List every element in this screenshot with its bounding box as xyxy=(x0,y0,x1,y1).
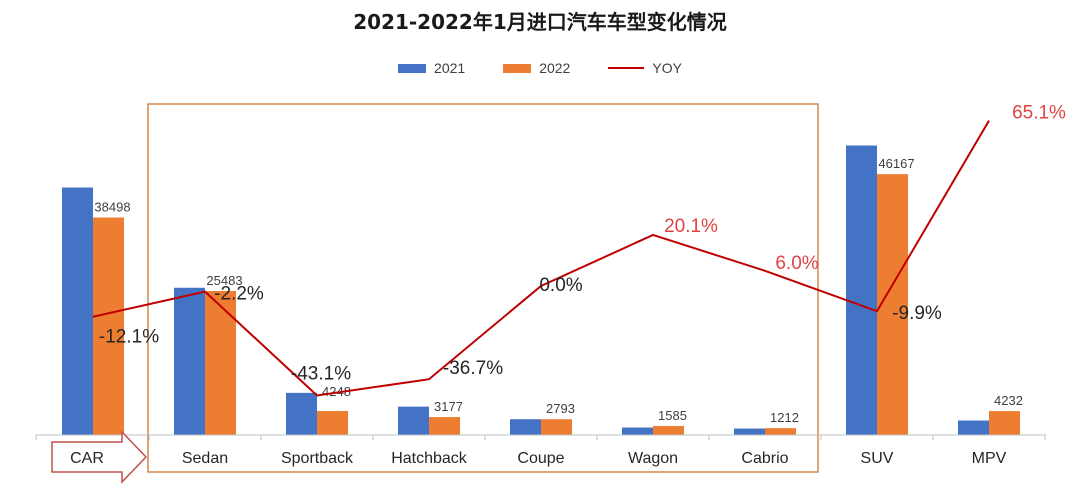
bar-2022-hatchback xyxy=(429,417,460,435)
bar-2021-coupe xyxy=(510,419,541,435)
category-label-sportback: Sportback xyxy=(281,450,354,467)
yoy-label-hatchback: -36.7% xyxy=(443,358,503,379)
category-label-suv: SUV xyxy=(861,450,894,467)
legend: 2021 2022 YOY xyxy=(0,60,1080,76)
yoy-label-suv: -9.9% xyxy=(892,303,942,324)
legend-label-2022: 2022 xyxy=(539,60,571,76)
yoy-label-coupe: 0.0% xyxy=(539,275,582,296)
value-label-car: 38498 xyxy=(94,199,130,214)
yoy-label-sedan: -2.2% xyxy=(214,284,264,305)
bar-2021-car xyxy=(62,187,93,435)
bar-2022-coupe xyxy=(541,419,572,435)
legend-label-2021: 2021 xyxy=(434,60,466,76)
value-label-sedan: 25483 xyxy=(206,273,242,288)
bar-2022-wagon xyxy=(653,426,684,435)
bar-2021-suv xyxy=(846,145,877,435)
legend-item-yoy: YOY xyxy=(608,60,682,76)
legend-swatch-2021 xyxy=(398,63,427,73)
bar-2022-mpv xyxy=(989,411,1020,435)
value-label-cabrio: 1212 xyxy=(770,410,799,425)
category-label-mpv: MPV xyxy=(972,450,1007,467)
yoy-label-cabrio: 6.0% xyxy=(775,253,818,274)
category-label-car: CAR xyxy=(70,450,104,467)
yoy-label-wagon: 20.1% xyxy=(664,216,718,237)
bar-2022-sedan xyxy=(205,291,236,435)
yoy-label-car: -12.1% xyxy=(99,327,159,348)
chart-title: 2021-2022年1月进口汽车车型变化情况 xyxy=(353,10,727,34)
car-arrow-marker xyxy=(51,430,148,484)
category-label-hatchback: Hatchback xyxy=(391,450,468,467)
value-label-wagon: 1585 xyxy=(658,408,687,423)
category-label-wagon: Wagon xyxy=(628,450,678,467)
value-label-coupe: 2793 xyxy=(546,401,575,416)
yoy-label-mpv: 65.1% xyxy=(1012,103,1066,124)
legend-label-yoy: YOY xyxy=(652,60,682,76)
yoy-line xyxy=(92,120,990,397)
bar-2021-sedan xyxy=(174,287,205,435)
bar-2022-car xyxy=(93,217,124,435)
bar-2021-sportback xyxy=(286,392,317,435)
category-label-coupe: Coupe xyxy=(517,450,564,467)
value-label-suv: 46167 xyxy=(878,156,914,171)
bar-2021-wagon xyxy=(622,427,653,435)
value-label-mpv: 4232 xyxy=(994,393,1023,408)
bar-2021-hatchback xyxy=(398,406,429,435)
value-label-sportback: 4248 xyxy=(322,384,351,399)
legend-item-2022: 2022 xyxy=(503,60,570,76)
bar-2022-sportback xyxy=(317,410,348,435)
legend-item-2021: 2021 xyxy=(398,60,465,76)
bar-2022-suv xyxy=(877,174,908,436)
bar-2021-cabrio xyxy=(734,428,765,435)
highlight-box xyxy=(147,103,819,473)
category-label-sedan: Sedan xyxy=(182,450,228,467)
legend-swatch-2022 xyxy=(503,63,532,73)
bar-2021-mpv xyxy=(958,420,989,435)
bar-2022-cabrio xyxy=(765,428,796,435)
value-label-hatchback: 3177 xyxy=(434,399,463,414)
legend-swatch-yoy xyxy=(608,67,645,69)
yoy-label-sportback: -43.1% xyxy=(291,363,351,384)
category-label-cabrio: Cabrio xyxy=(741,450,788,467)
